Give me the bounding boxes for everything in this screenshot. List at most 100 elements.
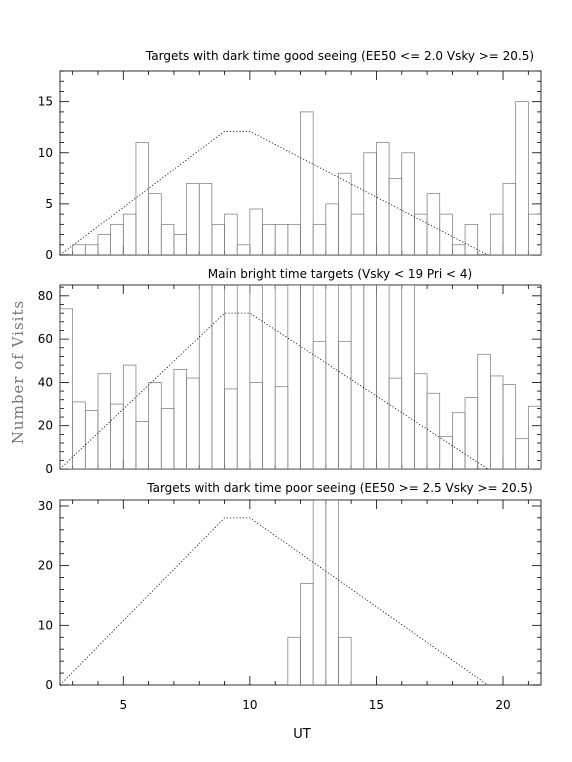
panel-title: Targets with dark time poor seeing (EE50… — [146, 481, 532, 495]
y-tick-label: 40 — [38, 375, 53, 389]
histogram-bin — [439, 436, 453, 469]
y-tick-label: 0 — [45, 678, 53, 692]
histogram-bin — [490, 375, 504, 469]
histogram-bin — [274, 223, 289, 255]
histogram-bin — [287, 636, 301, 685]
histogram-bin — [325, 500, 339, 685]
x-tick-label: 10 — [242, 698, 257, 712]
histogram-bin — [135, 421, 149, 469]
histogram-bin — [502, 384, 517, 469]
histogram-bin — [84, 410, 99, 469]
envelope-line — [60, 312, 489, 469]
histogram-bin — [350, 213, 365, 255]
histogram-bin — [84, 244, 99, 255]
y-tick-label: 80 — [38, 289, 53, 303]
envelope-line — [60, 130, 489, 255]
histogram-bin — [97, 234, 111, 255]
histogram — [60, 285, 541, 469]
histogram-bin — [186, 377, 200, 469]
y-tick-label: 0 — [45, 248, 53, 262]
histogram-bin — [72, 244, 86, 255]
histogram-bin — [401, 152, 415, 255]
y-tick-label: 10 — [38, 146, 53, 160]
y-tick-label: 0 — [45, 462, 53, 476]
histogram-bin — [464, 397, 479, 469]
x-tick-label: 15 — [369, 698, 384, 712]
y-tick-label: 5 — [45, 197, 53, 211]
y-tick-label: 10 — [38, 618, 53, 632]
histogram-bin — [426, 392, 441, 469]
histogram-bin — [262, 223, 276, 255]
histogram-bin — [274, 386, 289, 469]
histogram-bin — [452, 244, 466, 255]
histogram-bin — [338, 172, 352, 255]
panel-title: Targets with dark time good seeing (EE50… — [145, 49, 534, 63]
envelope-line — [60, 517, 489, 685]
histogram-bin — [300, 583, 314, 685]
histogram-bin — [198, 183, 213, 255]
histogram-bin — [135, 142, 149, 255]
histogram-bin — [312, 340, 327, 469]
histogram-bin — [312, 223, 327, 255]
histogram-bin — [160, 408, 175, 469]
histogram-bin — [527, 405, 541, 469]
panels: Targets with dark time good seeing (EE50… — [38, 49, 567, 712]
histogram-bin — [236, 285, 251, 469]
histogram-bin — [540, 234, 541, 255]
x-tick-label: 20 — [495, 698, 510, 712]
histogram-bin — [554, 173, 567, 255]
histogram-bin — [388, 177, 403, 255]
histogram-bin — [515, 438, 529, 469]
y-axis-label: Number of Visits — [9, 300, 27, 444]
histogram-bin — [338, 340, 352, 469]
histogram-bin — [414, 373, 428, 469]
histogram-bin — [287, 285, 301, 469]
histogram-bin — [452, 412, 466, 469]
histogram-bin — [325, 203, 339, 255]
histogram-bin — [122, 213, 137, 255]
histogram-bin — [300, 285, 314, 469]
panel-2: Main bright time targets (Vsky < 19 Pri … — [38, 267, 542, 476]
histogram-bin — [464, 223, 479, 255]
histogram-bin — [160, 223, 175, 255]
histogram — [60, 500, 489, 685]
histogram-bin — [350, 285, 365, 469]
histogram-bin — [287, 223, 301, 255]
histogram-bin — [173, 369, 187, 469]
x-tick-label: 5 — [119, 698, 127, 712]
histogram-bin — [502, 183, 517, 255]
histogram-bin — [477, 353, 491, 469]
histogram-bin — [186, 183, 200, 255]
y-tick-label: 15 — [38, 95, 53, 109]
histogram-bin — [490, 213, 504, 255]
histogram-bin — [262, 285, 276, 469]
histogram-bin — [300, 111, 314, 255]
histogram-bin — [198, 285, 213, 469]
panel-3: Targets with dark time poor seeing (EE50… — [38, 481, 542, 712]
histogram-bin — [401, 285, 415, 469]
histogram — [60, 101, 567, 255]
y-tick-label: 20 — [38, 559, 53, 573]
histogram-bin — [363, 285, 377, 469]
histogram-bin — [72, 401, 86, 469]
y-tick-label: 20 — [38, 419, 53, 433]
histogram-bin — [515, 101, 529, 255]
histogram-bin — [325, 285, 339, 469]
histogram-bin — [388, 377, 403, 469]
histogram-bin — [148, 382, 162, 469]
histogram-bin — [338, 636, 352, 685]
histogram-bin — [249, 208, 263, 255]
histogram-bin — [224, 213, 238, 255]
histogram-bin — [249, 382, 263, 469]
histogram-bin — [312, 500, 327, 685]
histogram-bin — [363, 152, 377, 255]
histogram-bin — [376, 285, 390, 469]
histogram-bin — [60, 308, 74, 469]
panel-1: Targets with dark time good seeing (EE50… — [38, 49, 567, 262]
histogram-bin — [211, 285, 225, 469]
panel-title: Main bright time targets (Vsky < 19 Pri … — [208, 267, 472, 281]
histogram-bin — [122, 364, 137, 469]
y-tick-label: 30 — [38, 499, 53, 513]
histogram-bin — [224, 388, 238, 469]
